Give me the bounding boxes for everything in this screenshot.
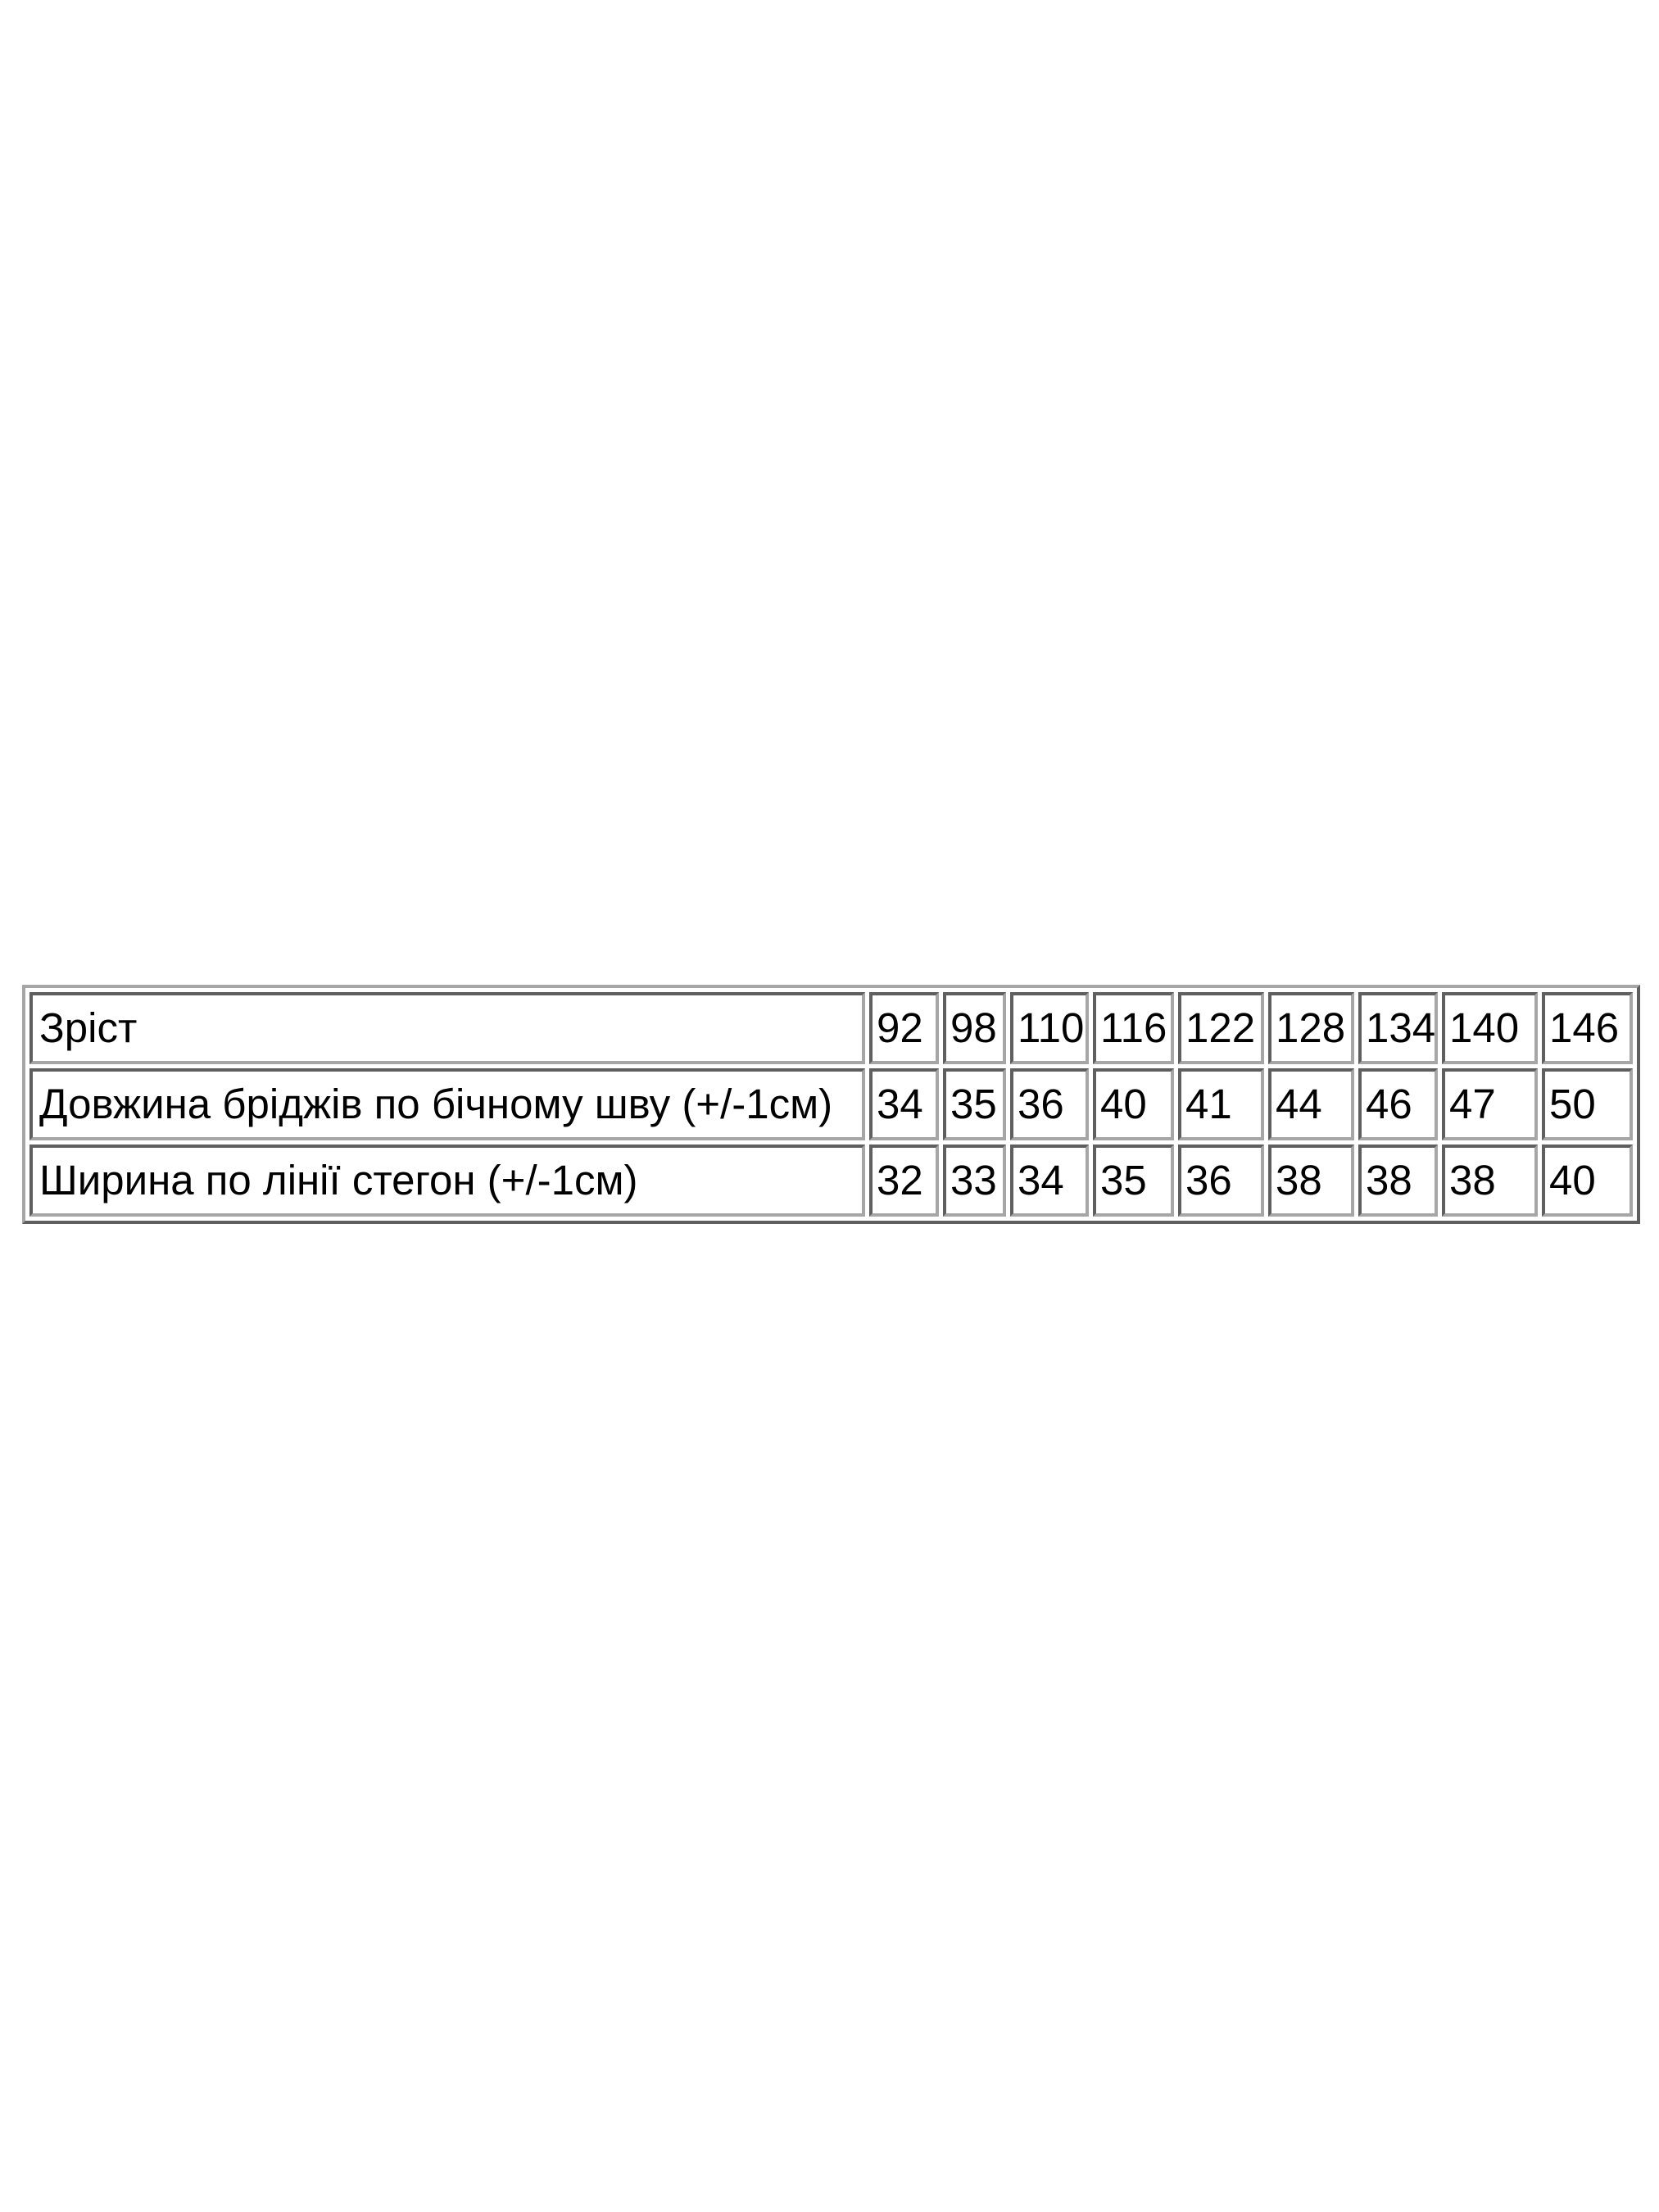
hip-width-value-cell: 33	[943, 1145, 1006, 1217]
length-value-cell: 46	[1358, 1068, 1438, 1140]
hip-width-value-cell: 40	[1542, 1145, 1633, 1217]
table-row-length: Довжина бріджів по бічному шву (+/-1см) …	[29, 1068, 1633, 1140]
hip-width-value-cell: 34	[1010, 1145, 1089, 1217]
height-value-cell: 140	[1442, 992, 1538, 1064]
row-label-hip-width: Ширина по лінії стегон (+/-1см)	[29, 1145, 865, 1217]
length-value-cell: 47	[1442, 1068, 1538, 1140]
height-value-cell: 92	[869, 992, 939, 1064]
hip-width-value-cell: 38	[1442, 1145, 1538, 1217]
row-label-length: Довжина бріджів по бічному шву (+/-1см)	[29, 1068, 865, 1140]
table-row-hip-width: Ширина по лінії стегон (+/-1см) 32 33 34…	[29, 1145, 1633, 1217]
height-value-cell: 122	[1178, 992, 1264, 1064]
hip-width-value-cell: 36	[1178, 1145, 1264, 1217]
hip-width-value-cell: 35	[1093, 1145, 1174, 1217]
length-value-cell: 34	[869, 1068, 939, 1140]
length-value-cell: 35	[943, 1068, 1006, 1140]
size-table: Зріст 92 98 110 116 122 128 134 140 146 …	[22, 985, 1640, 1224]
height-value-cell: 116	[1093, 992, 1174, 1064]
length-value-cell: 44	[1268, 1068, 1354, 1140]
length-value-cell: 50	[1542, 1068, 1633, 1140]
row-label-height: Зріст	[29, 992, 865, 1064]
length-value-cell: 40	[1093, 1068, 1174, 1140]
height-value-cell: 128	[1268, 992, 1354, 1064]
height-value-cell: 146	[1542, 992, 1633, 1064]
hip-width-value-cell: 32	[869, 1145, 939, 1217]
length-value-cell: 36	[1010, 1068, 1089, 1140]
table-row-height: Зріст 92 98 110 116 122 128 134 140 146	[29, 992, 1633, 1064]
hip-width-value-cell: 38	[1268, 1145, 1354, 1217]
length-value-cell: 41	[1178, 1068, 1264, 1140]
height-value-cell: 134	[1358, 992, 1438, 1064]
height-value-cell: 110	[1010, 992, 1089, 1064]
hip-width-value-cell: 38	[1358, 1145, 1438, 1217]
height-value-cell: 98	[943, 992, 1006, 1064]
